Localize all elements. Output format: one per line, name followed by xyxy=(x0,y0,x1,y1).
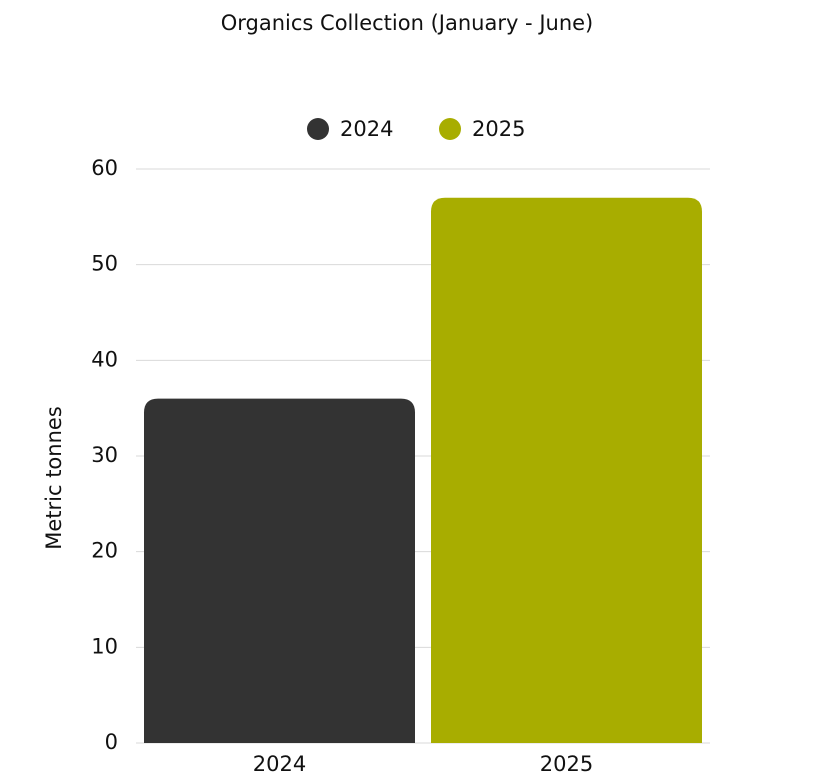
chart-title: Organics Collection (January - June) xyxy=(221,11,594,35)
bar xyxy=(144,398,415,743)
y-tick-label: 60 xyxy=(91,156,118,180)
y-tick-label: 40 xyxy=(91,347,118,371)
legend-label: 2024 xyxy=(340,117,393,141)
legend-label: 2025 xyxy=(472,117,525,141)
legend-marker xyxy=(439,118,461,140)
bar xyxy=(431,197,702,743)
x-tick-label: 2024 xyxy=(253,752,306,776)
x-tick-label: 2025 xyxy=(540,752,593,776)
legend-marker xyxy=(307,118,329,140)
y-tick-label: 10 xyxy=(91,634,118,658)
y-axis-label: Metric tonnes xyxy=(42,406,66,550)
y-tick-label: 0 xyxy=(105,730,118,754)
y-tick-label: 50 xyxy=(91,252,118,276)
y-tick-label: 30 xyxy=(91,443,118,467)
y-tick-label: 20 xyxy=(91,539,118,563)
